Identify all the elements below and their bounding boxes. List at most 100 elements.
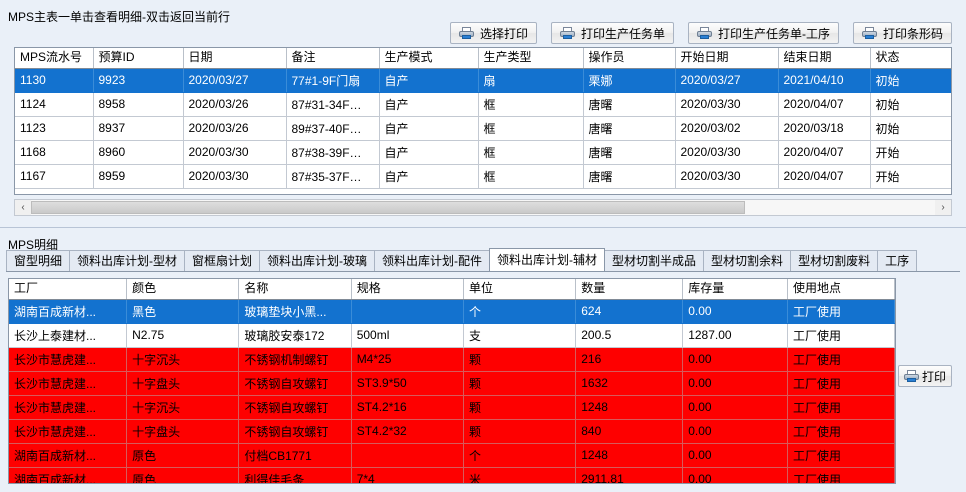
table-cell[interactable]: 开始 [870, 140, 951, 165]
table-cell[interactable]: 0.00 [682, 395, 788, 420]
table-cell[interactable]: 1168 [15, 140, 94, 165]
table-cell[interactable]: 500ml [351, 323, 464, 348]
table-cell[interactable]: 2020/04/07 [778, 140, 871, 165]
table-cell[interactable]: ST4.2*16 [351, 395, 464, 420]
detail-column-header[interactable]: 单位 [463, 279, 577, 300]
table-row[interactable]: 湖南百成新材... 原色 付档CB1771 个 1248 0.00 工厂使用 [9, 443, 895, 468]
table-cell[interactable]: 扇 [478, 68, 584, 93]
table-row[interactable]: 长沙市慧虎建... 十字沉头 不锈钢自攻螺钉 ST4.2*16 颗 1248 0.00 工厂使… [9, 395, 895, 420]
table-cell[interactable]: 长沙市慧虎建... [9, 371, 128, 396]
detail-grid[interactable]: 工厂 颜色 名称 规格 单位 数量 库存量 使用地点 湖南百成新材... 黑色 玻璃垫块小黑...… [8, 278, 896, 484]
table-cell[interactable]: 1123 [15, 116, 94, 141]
mps-column-header[interactable]: 操作员 [583, 48, 676, 69]
table-cell[interactable]: 框 [478, 164, 584, 189]
detail-print-button[interactable]: 打印 [898, 365, 953, 387]
table-cell[interactable]: 0.00 [682, 299, 788, 324]
detail-column-header[interactable]: 工厂 [9, 279, 128, 300]
table-cell[interactable]: 不锈钢机制螺钉 [238, 347, 352, 372]
table-row[interactable]: 1124 8958 2020/03/26 87#31-34F门框 自产框唐曙 2020/0… [15, 92, 951, 117]
table-cell[interactable]: ST4.2*32 [351, 419, 464, 444]
table-row[interactable]: 1130 9923 2020/03/27 77#1-9F门扇 自产扇栗娜 2020/03/… [15, 68, 951, 93]
tab-1[interactable]: 领料出库计划-型材 [69, 250, 186, 271]
table-cell[interactable]: 工厂使用 [787, 347, 895, 372]
tab-4[interactable]: 领料出库计划-配件 [374, 250, 491, 271]
table-cell[interactable]: 2020/03/30 [675, 92, 779, 117]
table-cell[interactable]: 自产 [379, 140, 479, 165]
table-row[interactable]: 湖南百成新材... 黑色 玻璃垫块小黑... 个 624 0.00 工厂使用 [9, 299, 895, 324]
table-cell[interactable] [351, 299, 464, 324]
table-row[interactable]: 长沙市慧虎建... 十字盘头 不锈钢自攻螺钉 ST4.2*32 颗 840 0.00 工厂使用 [9, 419, 895, 444]
table-cell[interactable]: 2020/03/26 [183, 116, 287, 141]
table-cell[interactable]: 原色 [126, 467, 240, 483]
table-cell[interactable]: 十字沉头 [126, 347, 240, 372]
table-cell[interactable]: 自产 [379, 116, 479, 141]
table-row[interactable]: 湖南百成新材... 原色 利得佳毛条 7*4 米 2911.81 0.00 工厂使用 [9, 467, 895, 483]
table-cell[interactable]: 2020/04/07 [778, 164, 871, 189]
table-cell[interactable]: N2.75 [126, 323, 240, 348]
table-cell[interactable]: 2911.81 [575, 467, 684, 483]
table-cell[interactable]: 1124 [15, 92, 94, 117]
table-cell[interactable]: 栗娜 [583, 68, 676, 93]
table-row[interactable]: 1123 8937 2020/03/26 89#37-40F门框 自产框唐曙 2020/0… [15, 116, 951, 141]
table-cell[interactable]: 初始 [870, 92, 951, 117]
table-cell[interactable]: 87#38-39F门框 [286, 140, 380, 165]
table-cell[interactable]: 玻璃胶安泰172 [238, 323, 352, 348]
table-cell[interactable]: 1632 [575, 371, 684, 396]
mps-column-header[interactable]: 生产模式 [379, 48, 479, 69]
mps-column-header[interactable]: MPS流水号 [15, 48, 94, 69]
table-cell[interactable]: 工厂使用 [787, 467, 895, 483]
mps-column-header[interactable]: 状态 [870, 48, 951, 69]
scroll-left-arrow-icon[interactable]: ‹ [15, 200, 31, 215]
table-cell[interactable]: 原色 [126, 443, 240, 468]
table-cell[interactable]: 0.00 [682, 347, 788, 372]
table-cell[interactable]: 个 [463, 443, 577, 468]
table-cell[interactable]: 2020/03/27 [183, 68, 287, 93]
table-cell[interactable]: 颗 [463, 395, 577, 420]
table-cell[interactable]: 框 [478, 116, 584, 141]
table-cell[interactable]: 不锈钢自攻螺钉 [238, 419, 352, 444]
table-cell[interactable]: 开始 [870, 164, 951, 189]
table-cell[interactable]: 2020/03/30 [675, 164, 779, 189]
table-row[interactable]: 长沙上泰建材... N2.75 玻璃胶安泰172 500ml 支 200.5 1287.00… [9, 323, 895, 348]
table-cell[interactable]: 8959 [93, 164, 184, 189]
table-cell[interactable]: 工厂使用 [787, 419, 895, 444]
table-cell[interactable]: 颗 [463, 419, 577, 444]
mps-column-header[interactable]: 结束日期 [778, 48, 871, 69]
table-cell[interactable]: 长沙上泰建材... [9, 323, 128, 348]
tab-9[interactable]: 工序 [877, 250, 918, 271]
print-barcode-button[interactable]: 打印条形码 [852, 22, 952, 44]
table-cell[interactable]: 1130 [15, 68, 94, 93]
tab-0[interactable]: 窗型明细 [6, 250, 71, 271]
tab-5[interactable]: 领料出库计划-辅材 [489, 248, 606, 271]
table-cell[interactable]: 黑色 [126, 299, 240, 324]
table-cell[interactable]: 颗 [463, 371, 577, 396]
mps-column-header[interactable]: 开始日期 [675, 48, 779, 69]
table-cell[interactable]: 2020/03/02 [675, 116, 779, 141]
mps-master-grid[interactable]: MPS流水号 预算ID 日期 备注 生产模式 生产类型 操作员 开始日期 结束日期 状态 1130… [14, 47, 952, 195]
table-cell[interactable]: 初始 [870, 116, 951, 141]
table-cell[interactable]: 9923 [93, 68, 184, 93]
table-cell[interactable]: 0.00 [682, 467, 788, 483]
table-cell[interactable]: 1248 [575, 443, 684, 468]
table-cell[interactable]: 湖南百成新材... [9, 299, 128, 324]
table-cell[interactable]: 框 [478, 92, 584, 117]
table-cell[interactable]: 2020/03/30 [183, 164, 287, 189]
table-cell[interactable]: 唐曙 [583, 92, 676, 117]
table-cell[interactable]: 0.00 [682, 371, 788, 396]
table-cell[interactable]: 颗 [463, 347, 577, 372]
table-cell[interactable]: 个 [463, 299, 577, 324]
table-cell[interactable]: 2020/03/26 [183, 92, 287, 117]
detail-column-header[interactable]: 规格 [351, 279, 464, 300]
table-cell[interactable]: 米 [463, 467, 577, 483]
table-cell[interactable]: 2020/03/30 [183, 140, 287, 165]
table-cell[interactable]: 付档CB1771 [238, 443, 352, 468]
table-cell[interactable]: 十字盘头 [126, 371, 240, 396]
detail-column-header[interactable]: 名称 [238, 279, 352, 300]
table-cell[interactable]: 2020/03/27 [675, 68, 779, 93]
tab-2[interactable]: 窗框扇计划 [184, 250, 261, 271]
table-cell[interactable]: 十字盘头 [126, 419, 240, 444]
table-cell[interactable]: 工厂使用 [787, 323, 895, 348]
table-cell[interactable]: 唐曙 [583, 116, 676, 141]
table-cell[interactable]: ST3.9*50 [351, 371, 464, 396]
table-cell[interactable]: 十字沉头 [126, 395, 240, 420]
